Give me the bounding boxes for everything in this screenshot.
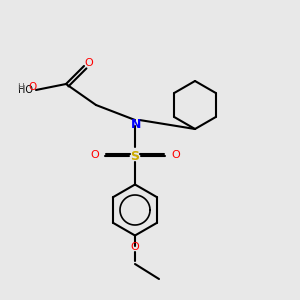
Text: O: O bbox=[84, 58, 93, 68]
Text: HO: HO bbox=[18, 85, 33, 95]
Text: N: N bbox=[131, 118, 142, 131]
Text: O: O bbox=[29, 82, 37, 92]
Text: S: S bbox=[130, 149, 140, 163]
Text: O: O bbox=[130, 242, 140, 253]
Text: O: O bbox=[171, 149, 180, 160]
Text: O: O bbox=[90, 149, 99, 160]
Text: H: H bbox=[18, 82, 24, 91]
